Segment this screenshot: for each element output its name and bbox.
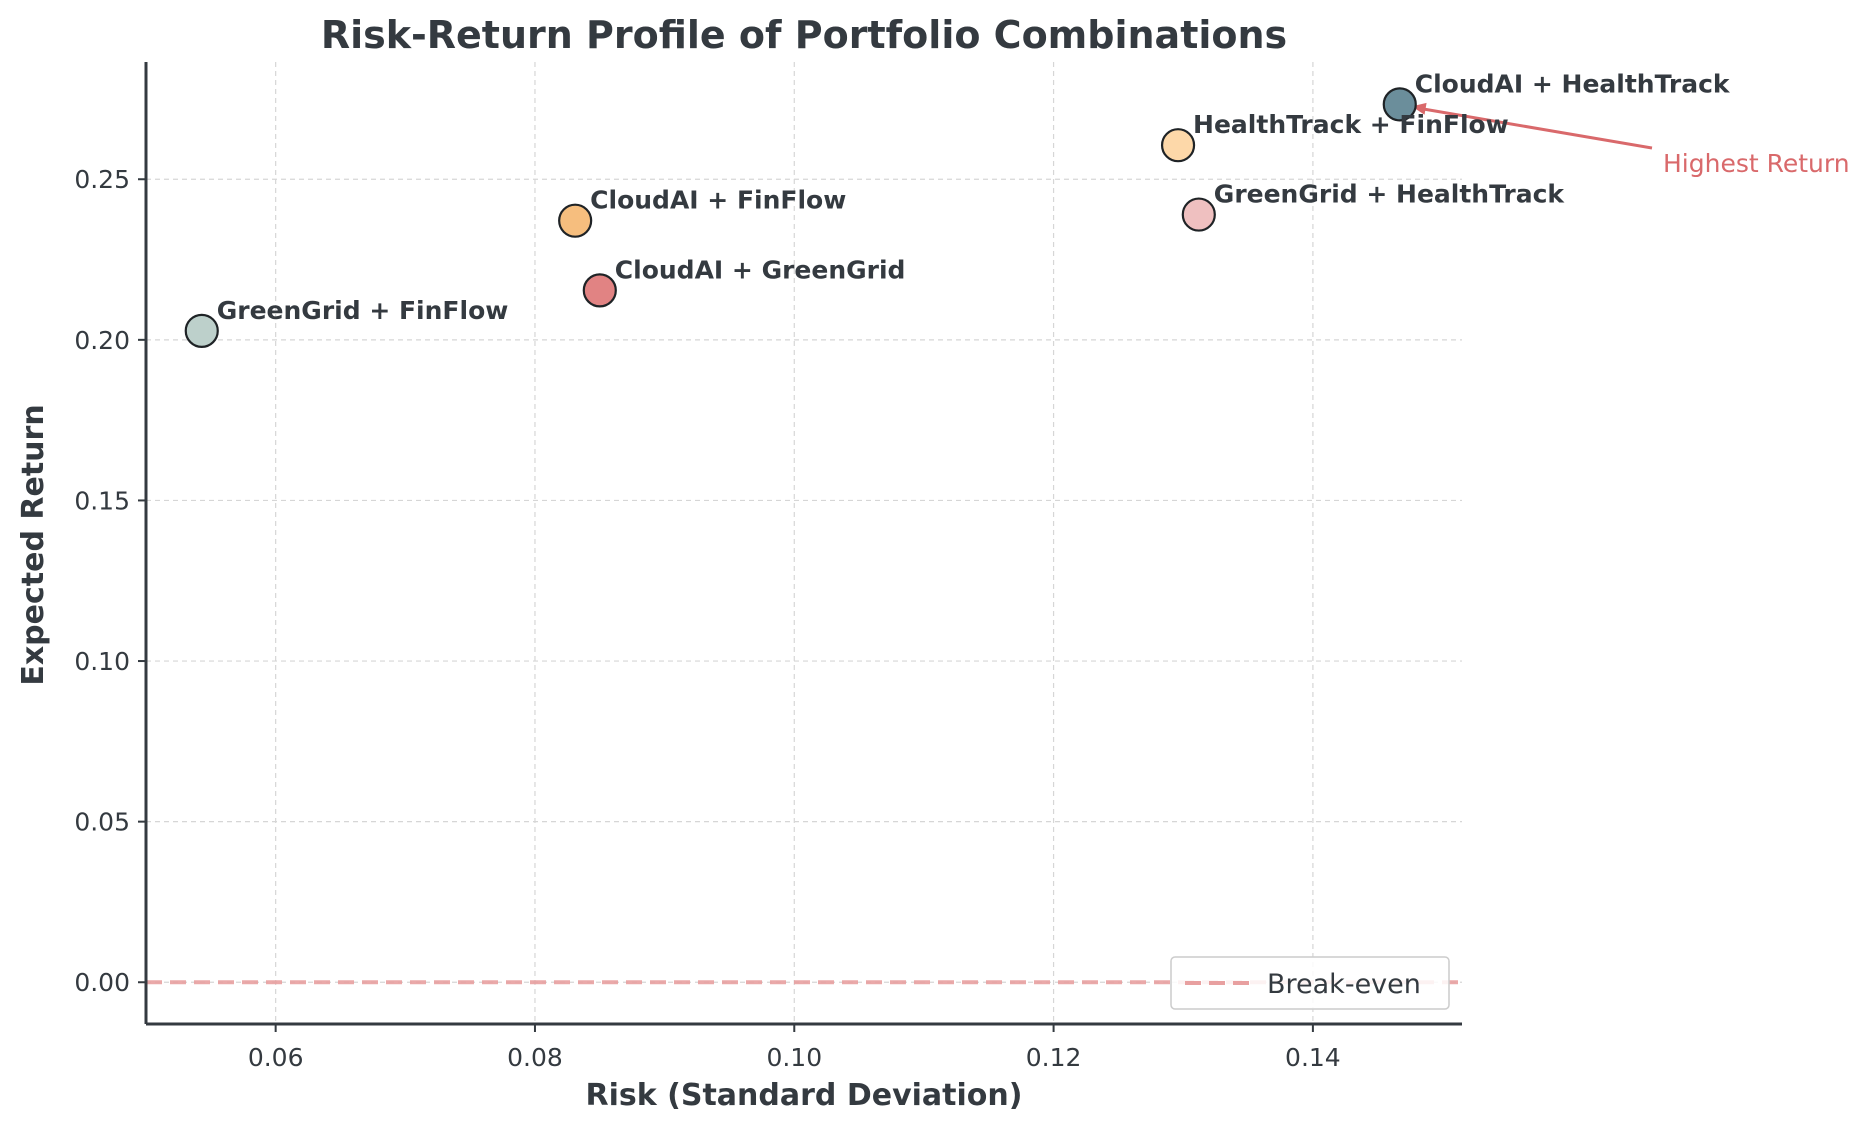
x-tick-label: 0.08: [507, 1043, 563, 1072]
y-tick-label: 0.00: [74, 968, 130, 997]
y-tick-label: 0.20: [74, 326, 130, 355]
point-labels-layer: CloudAI + HealthTrack HealthTrack + FinFl…: [217, 69, 1731, 324]
x-tick-label: 0.12: [1026, 1043, 1082, 1072]
annotation-layer: Highest Return: [1411, 102, 1850, 178]
chart-title: Risk-Return Profile of Portfolio Combina…: [321, 13, 1287, 57]
y-axis-label: Expected Return: [16, 404, 51, 685]
points-layer: [184, 87, 1417, 348]
point-label: CloudAI + FinFlow: [590, 186, 846, 215]
point-label: CloudAI + HealthTrack: [1415, 69, 1731, 98]
scatter-point: [582, 273, 617, 308]
y-tick-label: 0.10: [74, 647, 130, 676]
x-tick-label: 0.10: [766, 1043, 822, 1072]
scatter-point: [1181, 197, 1216, 232]
legend-label-break-even: Break-even: [1267, 969, 1421, 1000]
scatter-point: [558, 203, 593, 238]
scatter-point: [184, 313, 219, 348]
point-label: GreenGrid + FinFlow: [217, 296, 509, 325]
x-tick-label: 0.06: [248, 1043, 304, 1072]
y-tick-label: 0.25: [74, 165, 130, 194]
legend-box: [1170, 956, 1450, 1010]
annotation-arrow-line: [1419, 106, 1653, 150]
point-label: CloudAI + GreenGrid: [615, 255, 906, 284]
x-axis-label: Risk (Standard Deviation): [586, 1078, 1023, 1113]
y-tick-label: 0.05: [74, 808, 130, 837]
point-label: HealthTrack + FinFlow: [1193, 110, 1509, 139]
legend: Break-even: [1170, 956, 1450, 1010]
point-label: GreenGrid + HealthTrack: [1214, 180, 1566, 209]
scatter-point: [1160, 128, 1196, 163]
x-tick-label: 0.14: [1285, 1043, 1341, 1072]
grid-layer: [146, 62, 1462, 1024]
y-tick-label: 0.15: [74, 486, 130, 515]
axes-layer: 0.06 0.08 0.10 0.12 0.14 0.00 0.05 0.10 0.15 0.20…: [74, 62, 1462, 1072]
annotation-text: Highest Return: [1663, 149, 1850, 178]
scatter-point: [1382, 87, 1417, 122]
